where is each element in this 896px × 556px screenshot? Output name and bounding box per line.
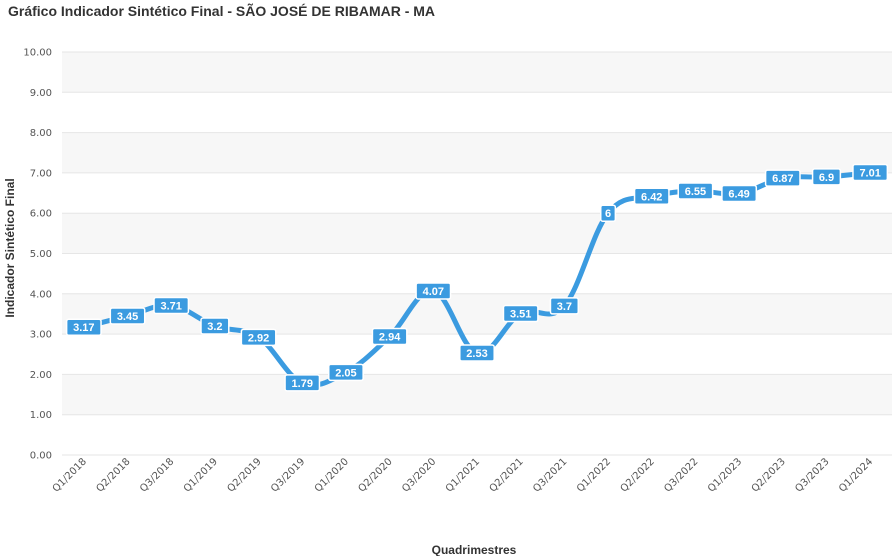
data-label-text: 2.05	[335, 367, 356, 379]
data-labels: 3.17 3.45 3.71 3.2 2.92 1.79 2.05 2.94 4.07 2.53 3…	[65, 163, 889, 392]
x-tick-label: Q2/2020	[357, 456, 395, 494]
x-axis-title: Quadrimestres	[432, 543, 517, 556]
x-tick-label: Q3/2019	[269, 456, 307, 494]
x-tick-label: Q1/2024	[837, 456, 875, 494]
data-label: 1.79	[284, 374, 321, 392]
data-label-box	[153, 296, 190, 315]
plot-band	[62, 213, 892, 254]
x-tick-label: Q3/2021	[531, 456, 569, 494]
data-label: 6.49	[721, 184, 758, 203]
x-tick-label: Q2/2023	[750, 456, 788, 494]
gridlines	[62, 51, 892, 456]
y-tick-label: 2.00	[30, 370, 52, 381]
data-label-box	[852, 163, 889, 182]
x-tick-label: Q3/2023	[793, 456, 831, 494]
data-label-text: 3.17	[73, 322, 94, 334]
x-tick-label: Q1/2018	[51, 456, 89, 494]
x-tick-label: Q2/2021	[488, 456, 526, 494]
data-label-box	[109, 307, 146, 325]
x-tick-label: Q1/2019	[182, 456, 220, 494]
chart-title: Gráfico Indicador Sintético Final - SÃO …	[8, 3, 436, 19]
data-label: 6.55	[677, 182, 714, 200]
y-tick-label: 1.00	[30, 410, 52, 421]
data-label: 6.42	[633, 187, 670, 206]
data-label: 3.71	[153, 296, 190, 315]
data-label-text: 6.9	[819, 172, 834, 184]
y-tick-label: 3.00	[30, 330, 52, 341]
data-label: 7.01	[852, 163, 889, 182]
data-label-box	[549, 297, 580, 315]
x-tick-label: Q1/2021	[444, 456, 482, 494]
x-axis-ticks: Q1/2018 Q2/2018 Q3/2018 Q1/2019 Q2/2019 Q3/20…	[51, 456, 876, 494]
data-label-box	[633, 187, 670, 206]
plot-band	[62, 374, 892, 415]
data-label: 2.53	[459, 344, 495, 362]
y-axis-ticks: 0.00 1.00 2.00 3.00 4.00 5.00 6.00 7.00 8.00 9.00…	[23, 48, 52, 462]
data-label-box	[600, 204, 617, 222]
x-tick-label: Q2/2018	[94, 456, 132, 494]
data-label-box	[284, 374, 321, 392]
data-label-text: 6.42	[641, 191, 662, 203]
data-label-box	[811, 168, 842, 186]
data-label-text: 6.87	[772, 173, 793, 185]
x-tick-label: Q1/2022	[575, 456, 613, 494]
data-label-text: 2.92	[248, 332, 269, 344]
data-label: 3.2	[200, 317, 230, 335]
y-tick-label: 8.00	[30, 128, 52, 139]
data-label: 3.45	[109, 307, 146, 325]
data-label-box	[459, 344, 495, 362]
plot-band	[62, 52, 892, 93]
data-label-box	[65, 318, 102, 336]
y-tick-label: 0.00	[30, 451, 52, 462]
y-tick-label: 5.00	[30, 249, 52, 260]
data-label-text: 2.94	[379, 332, 401, 344]
data-label: 3.17	[65, 318, 102, 336]
data-label-text: 6.55	[685, 186, 706, 198]
data-label-text: 6	[605, 208, 611, 220]
data-label: 4.07	[415, 282, 452, 300]
data-label-text: 3.51	[510, 309, 531, 321]
data-label-text: 3.7	[557, 301, 572, 313]
x-tick-label: Q2/2019	[225, 456, 263, 494]
x-tick-label: Q1/2020	[313, 456, 351, 494]
data-label-box	[721, 184, 758, 203]
data-label-box	[764, 169, 801, 187]
data-label: 6	[600, 204, 617, 222]
data-label: 2.94	[371, 327, 408, 346]
y-tick-label: 10.00	[23, 48, 52, 59]
data-label-text: 3.45	[117, 311, 138, 323]
data-label-box	[371, 327, 408, 346]
data-label-text: 1.79	[292, 378, 313, 390]
x-tick-label: Q1/2023	[706, 456, 744, 494]
y-axis-title: Indicador Sintético Final	[3, 178, 17, 317]
data-label-box	[240, 328, 277, 347]
y-tick-label: 4.00	[30, 289, 52, 300]
data-label: 2.05	[327, 363, 364, 382]
data-label-box	[502, 304, 539, 323]
data-label-text: 4.07	[423, 286, 444, 298]
data-label: 2.92	[240, 328, 277, 347]
data-label: 6.87	[764, 169, 801, 187]
y-tick-label: 7.00	[30, 168, 52, 179]
x-tick-label: Q2/2022	[619, 456, 657, 494]
data-label-text: 6.49	[728, 188, 749, 200]
data-label-box	[327, 363, 364, 382]
data-label-box	[415, 282, 452, 300]
plot-band	[62, 132, 892, 173]
y-tick-label: 6.00	[30, 209, 52, 220]
data-label: 3.7	[549, 297, 580, 315]
data-label-text: 7.01	[859, 167, 880, 179]
y-tick-label: 9.00	[30, 88, 52, 99]
data-label: 3.51	[502, 304, 539, 323]
data-label-text: 3.2	[207, 321, 222, 333]
data-label-text: 3.71	[160, 300, 181, 312]
x-tick-label: Q3/2022	[662, 456, 700, 494]
x-tick-label: Q3/2018	[138, 456, 176, 494]
x-tick-label: Q3/2020	[400, 456, 438, 494]
data-label-box	[677, 182, 714, 200]
data-label: 6.9	[811, 168, 842, 186]
data-label-text: 2.53	[466, 348, 487, 360]
data-label-box	[200, 317, 230, 335]
